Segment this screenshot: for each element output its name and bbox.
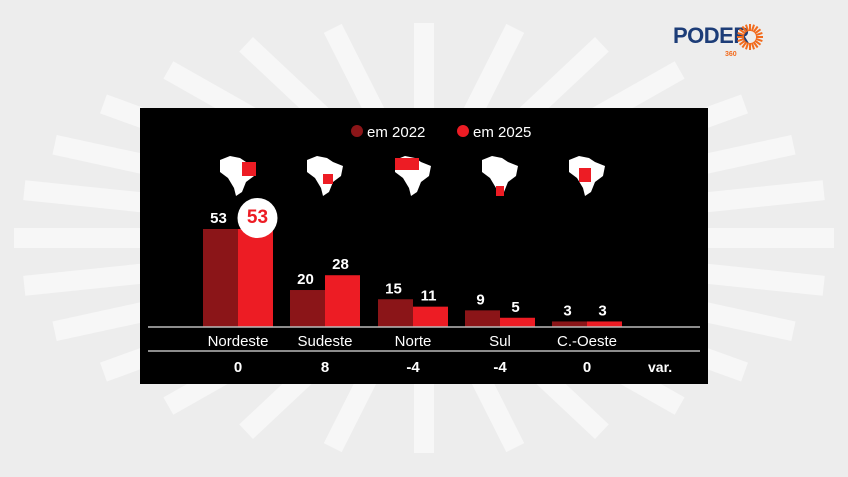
bar-sudeste-0 bbox=[290, 290, 325, 327]
data-label: 11 bbox=[421, 288, 437, 305]
bar-nordeste-0 bbox=[203, 229, 238, 327]
data-label: 9 bbox=[476, 291, 484, 308]
poder360-logo: PODER 360 bbox=[673, 24, 763, 68]
nordeste-map-icon bbox=[220, 156, 256, 196]
sun-ray bbox=[745, 42, 750, 50]
sun-ray bbox=[738, 39, 746, 46]
data-label: 20 bbox=[297, 271, 314, 288]
bar-sul-0 bbox=[465, 310, 500, 327]
region-highlight bbox=[323, 174, 333, 184]
sun-ray bbox=[738, 28, 746, 35]
legend-marker bbox=[457, 125, 469, 137]
highlight-circle bbox=[237, 198, 278, 238]
centro-oeste-map-icon bbox=[569, 156, 605, 196]
data-label: 5 bbox=[511, 299, 519, 316]
variation-value: 0 bbox=[583, 359, 591, 376]
logo-sub: 360 bbox=[725, 51, 737, 58]
background-ray bbox=[323, 23, 389, 126]
sun-ray bbox=[754, 39, 762, 46]
category-label: Sul bbox=[489, 333, 511, 350]
background-ray bbox=[459, 23, 525, 126]
bar-norte-1 bbox=[413, 306, 448, 327]
variation-label: var. bbox=[648, 359, 672, 375]
sun-ray bbox=[755, 37, 763, 42]
data-label: 53 bbox=[247, 207, 268, 228]
data-label: 15 bbox=[385, 280, 402, 297]
sun-ray bbox=[750, 42, 755, 50]
variation-value: 8 bbox=[321, 359, 329, 376]
legend-label: em 2025 bbox=[473, 124, 531, 141]
sun-ray bbox=[741, 25, 748, 33]
sun-ray bbox=[737, 32, 745, 37]
sun-ray bbox=[737, 37, 745, 42]
region-highlight bbox=[242, 162, 256, 176]
category-label: Norte bbox=[395, 333, 432, 350]
sun-icon bbox=[737, 24, 763, 50]
sun-ray bbox=[752, 25, 759, 33]
data-label: 3 bbox=[563, 302, 571, 319]
legend-marker bbox=[351, 125, 363, 137]
bar-nordeste-1 bbox=[238, 229, 273, 327]
bar-norte-0 bbox=[378, 299, 413, 327]
sun-ray bbox=[741, 41, 748, 49]
bar-c.-oeste-1 bbox=[587, 321, 622, 327]
region-highlight bbox=[579, 168, 591, 182]
chart-panel: em 2022 em 2025 53 53 Nordeste 0 20 28 Sudeste 8 1… bbox=[140, 108, 708, 384]
sun-ray bbox=[752, 41, 759, 49]
sun-ray bbox=[755, 32, 763, 37]
region-highlight bbox=[496, 186, 504, 196]
bar-c.-oeste-0 bbox=[552, 321, 587, 327]
category-label: C.-Oeste bbox=[557, 333, 617, 350]
data-label: 28 bbox=[332, 256, 349, 273]
logo-text: PODER bbox=[673, 23, 749, 48]
variation-value: -4 bbox=[493, 359, 507, 376]
bar-sul-1 bbox=[500, 317, 535, 327]
category-label: Nordeste bbox=[208, 333, 269, 350]
norte-map-icon bbox=[395, 156, 431, 196]
variation-value: -4 bbox=[406, 359, 420, 376]
sudeste-map-icon bbox=[307, 156, 343, 196]
sun-ray bbox=[745, 24, 750, 32]
legend-label: em 2022 bbox=[367, 124, 425, 141]
data-label: 3 bbox=[598, 302, 606, 319]
variation-value: 0 bbox=[234, 359, 242, 376]
sun-ray bbox=[750, 24, 755, 32]
data-label: 53 bbox=[210, 210, 227, 227]
sun-ray bbox=[754, 28, 762, 35]
category-label: Sudeste bbox=[297, 333, 352, 350]
bar-sudeste-1 bbox=[325, 275, 360, 327]
brazil-map bbox=[482, 156, 518, 196]
region-highlight bbox=[395, 158, 419, 170]
sul-map-icon bbox=[482, 156, 518, 196]
